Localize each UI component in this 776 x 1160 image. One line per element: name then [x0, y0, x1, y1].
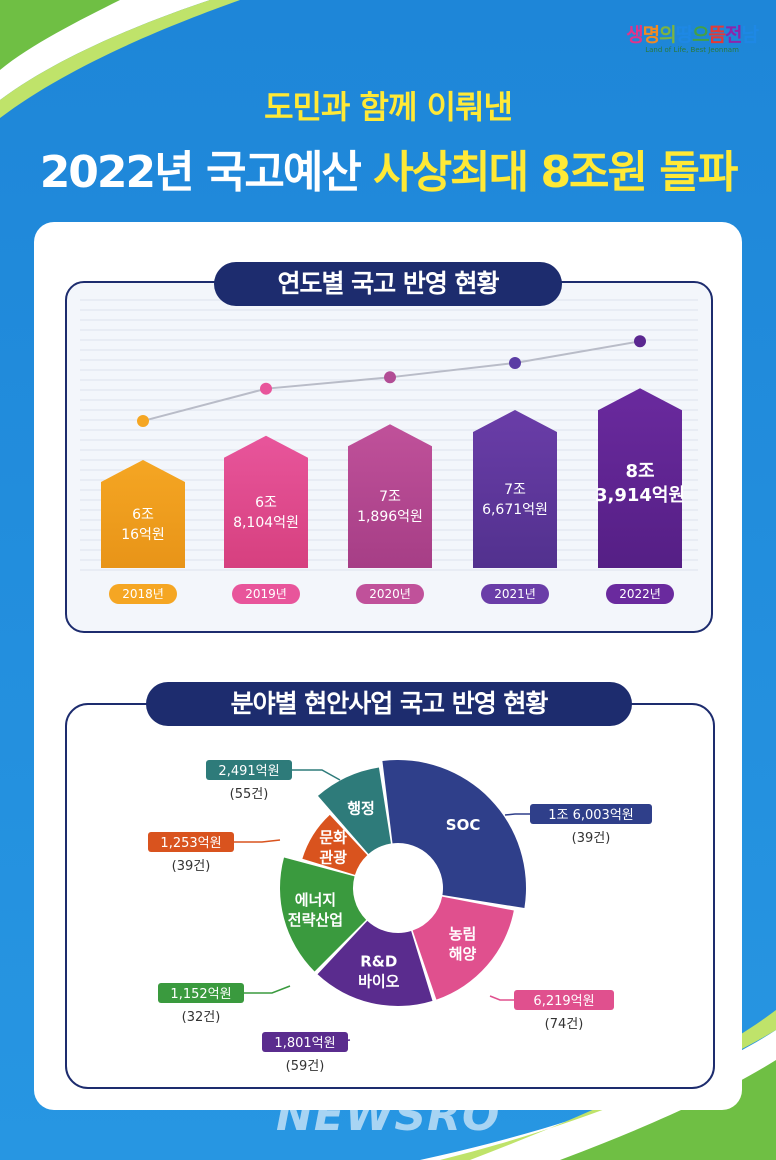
- category-pill: [356, 584, 424, 604]
- logo-text: 생명의땅으뜸전남: [626, 24, 759, 46]
- callout-line: [234, 839, 281, 843]
- callout-box: [158, 983, 244, 1003]
- category-pill: [232, 584, 300, 604]
- trend-point: [634, 335, 646, 348]
- logo-subtitle: Land of Life, Best Jeonnam: [645, 46, 739, 54]
- logo: 생명의땅으뜸전남 Land of Life, Best Jeonnam: [626, 20, 759, 54]
- trend-point: [384, 371, 396, 384]
- callout-count: (39건): [572, 831, 611, 846]
- bar-data-label: 16억원: [121, 527, 165, 543]
- callout-line: [489, 995, 514, 1001]
- bar-data-label: 1,896억원: [357, 509, 423, 525]
- bar-data-label: 6,671억원: [482, 502, 548, 518]
- headline-line1: 도민과 함께 이뤄낸: [264, 88, 513, 126]
- category-label: 2018년: [122, 587, 164, 601]
- bar-data-label: 6조: [255, 495, 277, 511]
- category-label: 2020년: [369, 587, 411, 601]
- callout-count: (39건): [172, 859, 211, 874]
- trend-point: [260, 382, 272, 395]
- bar-data-label: 8조: [625, 461, 654, 482]
- slice-label: 전략산업: [288, 911, 343, 929]
- donut-slice-1: [412, 896, 514, 1000]
- donut-slice-0: [382, 760, 526, 909]
- callout-amount: 1조 6,003억원: [548, 808, 634, 823]
- slice-label: 에너지: [295, 891, 336, 909]
- bar-2018년: [101, 459, 185, 568]
- slice-label: SOC: [446, 816, 481, 834]
- slice-label: 해양: [449, 945, 477, 963]
- slice-label: 행정: [347, 800, 375, 818]
- headline-white: 2022년 국고예산: [39, 147, 362, 198]
- callout-box: [148, 832, 234, 852]
- donut-chart-title: 분야별 현안사업 국고 반영 현황: [146, 682, 632, 726]
- callout-amount: 1,152억원: [170, 987, 231, 1002]
- callout-box: [262, 1032, 348, 1052]
- callout-box: [206, 760, 292, 780]
- bar-2019년: [224, 435, 308, 568]
- bar-data-label: 3,914억원: [595, 485, 685, 506]
- category-label: 2021년: [494, 587, 536, 601]
- bar-2020년: [348, 424, 432, 568]
- category-pill: [606, 584, 674, 604]
- callout-line: [504, 813, 530, 816]
- bar-data-label: 7조: [504, 482, 526, 498]
- callout-box: [530, 804, 652, 824]
- slice-label: R&D: [360, 952, 397, 970]
- callout-count: (74건): [545, 1017, 584, 1032]
- headline-line2: 2022년 국고예산 사상최대 8조원 돌파: [0, 136, 776, 200]
- category-label: 2022년: [619, 587, 661, 601]
- category-label: 2019년: [245, 587, 287, 601]
- callout-count: (59건): [286, 1059, 325, 1074]
- category-pill: [109, 584, 177, 604]
- bar-data-label: 8,104억원: [233, 515, 299, 531]
- callout-box: [514, 990, 614, 1010]
- slice-label: 관광: [319, 848, 347, 866]
- callout-count: (32건): [182, 1010, 221, 1025]
- callout-amount: 2,491억원: [218, 764, 279, 779]
- slice-label: 문화: [319, 828, 347, 846]
- bar-2021년: [473, 409, 557, 568]
- headline-yellow: 사상최대 8조원 돌파: [373, 147, 738, 198]
- donut-slice-5: [317, 767, 391, 855]
- trend-point: [509, 356, 521, 369]
- bar-data-label: 7조: [379, 489, 401, 505]
- bar-2022년: [598, 388, 682, 568]
- donut-slice-4: [302, 814, 368, 875]
- watermark: NEWSRO: [276, 1090, 501, 1141]
- callout-count: (55건): [230, 787, 269, 802]
- callout-amount: 6,219억원: [533, 994, 594, 1009]
- bar-chart-title: 연도별 국고 반영 현황: [214, 262, 562, 306]
- callout-line: [244, 985, 291, 994]
- callout-amount: 1,253억원: [160, 836, 221, 851]
- slice-label: 바이오: [358, 972, 400, 990]
- donut-slice-2: [317, 920, 433, 1006]
- category-pill: [481, 584, 549, 604]
- trend-point: [137, 414, 149, 427]
- callout-line: [292, 769, 341, 781]
- callout-amount: 1,801억원: [274, 1036, 335, 1051]
- donut-slice-3: [280, 857, 367, 972]
- slice-label: 농림: [449, 925, 477, 943]
- bar-data-label: 6조: [132, 507, 154, 523]
